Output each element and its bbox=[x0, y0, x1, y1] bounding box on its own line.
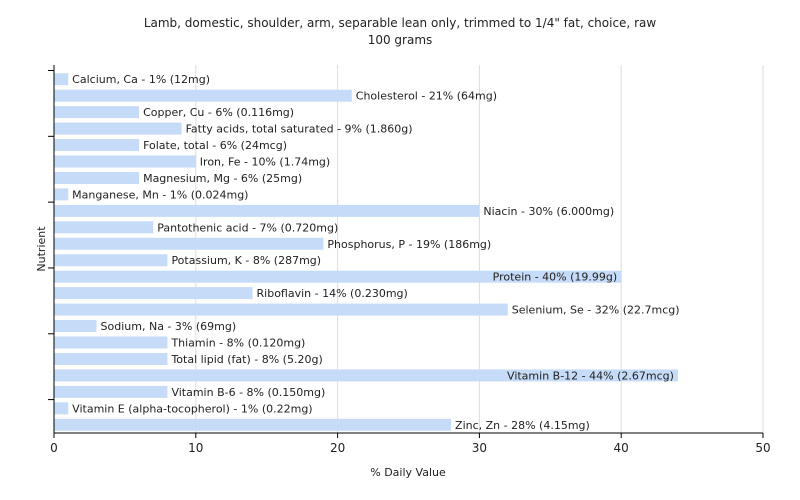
x-tick-label: 20 bbox=[330, 441, 345, 455]
bar bbox=[54, 270, 622, 283]
bar-label: Sodium, Na - 3% (69mg) bbox=[101, 320, 237, 333]
x-tick-labels: 0 10 20 30 40 50 bbox=[50, 433, 771, 455]
bar-label: Fatty acids, total saturated - 9% (1.860… bbox=[186, 123, 413, 136]
bar-label: Copper, Cu - 6% (0.116mg) bbox=[143, 106, 294, 119]
chart-subtitle: 100 grams bbox=[368, 33, 433, 47]
bar bbox=[54, 336, 168, 349]
bar bbox=[54, 188, 69, 201]
bar-label: Iron, Fe - 10% (1.74mg) bbox=[200, 156, 330, 169]
bar bbox=[54, 385, 168, 398]
bar-label: Vitamin B-6 - 8% (0.150mg) bbox=[171, 386, 325, 399]
bar bbox=[54, 89, 352, 102]
x-tick-label: 50 bbox=[755, 441, 770, 455]
bar-label: Protein - 40% (19.99g) bbox=[493, 271, 618, 284]
x-tick-label: 10 bbox=[188, 441, 203, 455]
bar bbox=[54, 352, 168, 365]
y-axis-title: Nutrient bbox=[35, 226, 48, 272]
bar bbox=[54, 171, 140, 184]
bar-label: Riboflavin - 14% (0.230mg) bbox=[257, 287, 408, 300]
bar bbox=[54, 106, 140, 119]
bar bbox=[54, 402, 69, 415]
bar bbox=[54, 122, 182, 135]
bar bbox=[54, 204, 480, 217]
bar-label: Vitamin E (alpha-tocopherol) - 1% (0.22m… bbox=[72, 402, 312, 415]
bar-label: Selenium, Se - 32% (22.7mcg) bbox=[512, 304, 680, 317]
x-tick-label: 40 bbox=[614, 441, 629, 455]
bar-label: Zinc, Zn - 28% (4.15mg) bbox=[455, 419, 590, 432]
bar-label: Niacin - 30% (6.000mg) bbox=[483, 205, 614, 218]
bar bbox=[54, 287, 253, 300]
bar-label: Vitamin B-12 - 44% (2.67mcg) bbox=[507, 369, 674, 382]
bar bbox=[54, 139, 140, 152]
bar bbox=[54, 155, 196, 168]
bar bbox=[54, 221, 154, 234]
bar bbox=[54, 254, 168, 267]
bar-label: Folate, total - 6% (24mcg) bbox=[143, 139, 287, 152]
bar-label: Magnesium, Mg - 6% (25mg) bbox=[143, 172, 302, 185]
bar-label: Manganese, Mn - 1% (0.024mg) bbox=[72, 188, 248, 201]
bar-label: Total lipid (fat) - 8% (5.20g) bbox=[170, 353, 322, 366]
chart-title: Lamb, domestic, shoulder, arm, separable… bbox=[144, 16, 657, 30]
x-axis-title: % Daily Value bbox=[370, 466, 446, 479]
axes bbox=[48, 65, 763, 434]
bar-label: Phosphorus, P - 19% (186mg) bbox=[327, 238, 491, 251]
bar-label: Potassium, K - 8% (287mg) bbox=[171, 254, 321, 267]
bar-label: Cholesterol - 21% (64mg) bbox=[356, 90, 497, 103]
x-tick-label: 30 bbox=[472, 441, 487, 455]
bar-label: Calcium, Ca - 1% (12mg) bbox=[72, 73, 210, 86]
bars: Calcium, Ca - 1% (12mg) Cholesterol - 21%… bbox=[54, 73, 680, 432]
bar bbox=[54, 369, 678, 382]
x-tick-label: 0 bbox=[50, 441, 58, 455]
bar bbox=[54, 237, 324, 250]
bar bbox=[54, 320, 97, 333]
bar bbox=[54, 73, 69, 86]
bar bbox=[54, 418, 452, 431]
bar-label: Pantothenic acid - 7% (0.720mg) bbox=[157, 221, 338, 234]
bar bbox=[54, 303, 508, 316]
bar-label: Thiamin - 8% (0.120mg) bbox=[170, 337, 305, 350]
